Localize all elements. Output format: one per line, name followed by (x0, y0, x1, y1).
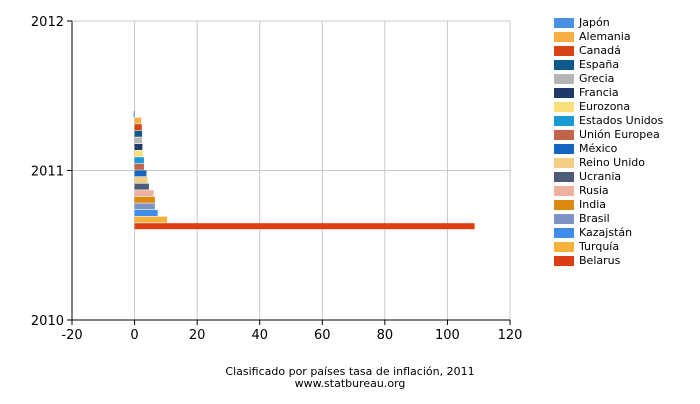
legend-label: Alemania (579, 30, 631, 43)
legend-item: Kazajstán (554, 226, 663, 240)
legend-swatch (554, 186, 574, 196)
legend-swatch (554, 158, 574, 168)
legend: Japón Alemania Canadá España Grecia Francia Eu… (554, 16, 663, 268)
x-tick-label: 120 (498, 328, 523, 343)
y-tick-label: 2011 (31, 165, 64, 180)
legend-item: Eurozona (554, 100, 663, 114)
chart-title: Clasificado por países tasa de inflación… (225, 365, 475, 378)
bar (134, 177, 148, 183)
legend-item: México (554, 142, 663, 156)
x-tick-label: 20 (189, 328, 206, 343)
bar (134, 117, 142, 124)
legend-swatch (554, 214, 574, 224)
legend-item: Japón (554, 16, 663, 30)
legend-label: Eurozona (579, 100, 631, 113)
bar (134, 223, 475, 230)
x-tick-label: 40 (251, 328, 268, 343)
legend-item: Ucrania (554, 170, 663, 184)
bar (134, 130, 143, 137)
legend-swatch (554, 46, 574, 56)
bar (134, 183, 149, 190)
legend-swatch (554, 228, 574, 238)
legend-label: Kazajstán (579, 226, 633, 239)
legend-swatch (554, 74, 574, 84)
bar (134, 157, 144, 164)
legend-label: Brasil (579, 212, 610, 225)
legend-swatch (554, 88, 574, 98)
legend-swatch (554, 172, 574, 182)
legend-label: Ucrania (579, 170, 622, 183)
legend-swatch (554, 18, 574, 28)
legend-label: Unión Europea (579, 128, 660, 141)
legend-label: Turquía (579, 240, 620, 253)
legend-swatch (554, 130, 574, 140)
legend-label: Reino Unido (579, 156, 645, 169)
bar (134, 124, 142, 131)
bar (134, 210, 158, 216)
legend-label: Canadá (579, 44, 621, 57)
bar (134, 163, 144, 170)
x-tick-label: 60 (314, 328, 331, 343)
bar (134, 190, 154, 197)
legend-item: España (554, 58, 663, 72)
legend-label: Rusia (579, 184, 609, 197)
bar (133, 111, 135, 117)
bar (134, 216, 168, 223)
bar (134, 196, 155, 203)
legend-swatch (554, 32, 574, 42)
legend-swatch (554, 242, 574, 252)
legend-label: España (579, 58, 620, 71)
legend-item: Estados Unidos (554, 114, 663, 128)
legend-label: Belarus (579, 254, 621, 267)
legend-item: Brasil (554, 212, 663, 226)
legend-label: Francia (579, 86, 619, 99)
bar (134, 170, 147, 177)
bar (134, 150, 144, 157)
legend-label: Japón (579, 16, 610, 29)
legend-swatch (554, 102, 574, 112)
legend-swatch (554, 144, 574, 154)
bar (134, 137, 143, 144)
legend-label: Estados Unidos (579, 114, 664, 127)
x-tick-label: -20 (61, 328, 82, 343)
chart-subtitle: www.statbureau.org (294, 377, 406, 390)
legend-item: Belarus (554, 254, 663, 268)
y-tick-label: 2012 (31, 15, 64, 30)
legend-item: Canadá (554, 44, 663, 58)
legend-swatch (554, 256, 574, 266)
legend-swatch (554, 116, 574, 126)
x-tick-label: 80 (377, 328, 394, 343)
legend-label: México (579, 142, 618, 155)
legend-item: Reino Unido (554, 156, 663, 170)
legend-item: Unión Europea (554, 128, 663, 142)
legend-item: India (554, 198, 663, 212)
y-tick-label: 2010 (31, 314, 64, 329)
legend-item: Francia (554, 86, 663, 100)
legend-item: Turquía (554, 240, 663, 254)
legend-swatch (554, 200, 574, 210)
x-tick-label: 100 (435, 328, 460, 343)
legend-label: Grecia (579, 72, 615, 85)
legend-item: Alemania (554, 30, 663, 44)
bar (134, 203, 155, 210)
legend-item: Grecia (554, 72, 663, 86)
legend-label: India (579, 198, 606, 211)
legend-item: Rusia (554, 184, 663, 198)
bar (134, 144, 143, 150)
legend-swatch (554, 60, 574, 70)
x-tick-label: 0 (130, 328, 138, 343)
